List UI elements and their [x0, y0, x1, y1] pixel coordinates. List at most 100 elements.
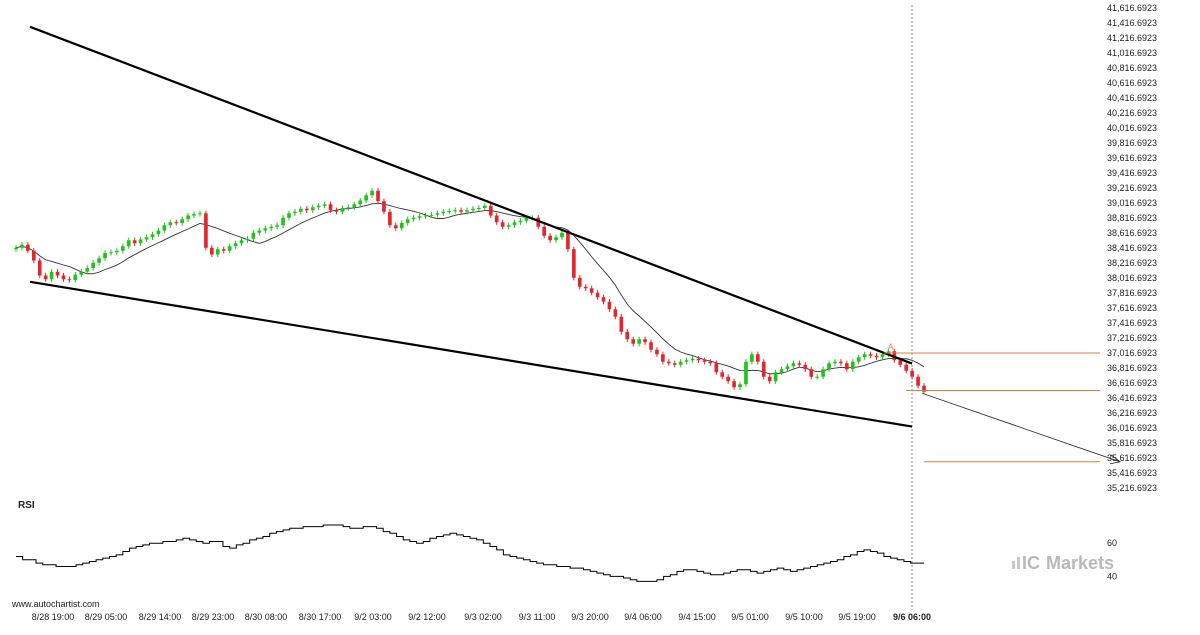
candle-body [340, 208, 345, 212]
candle-body [548, 235, 552, 241]
candle-body [150, 234, 155, 238]
candle-body [43, 275, 48, 280]
candle-body [631, 339, 636, 344]
brand-name: Markets [1046, 553, 1114, 573]
candle-body [316, 205, 321, 208]
candle-body [55, 271, 60, 276]
candle-body [791, 363, 796, 367]
candle-body [910, 370, 914, 377]
candle-body [322, 204, 327, 206]
candle-body [269, 226, 274, 229]
x-tick-label: 9/3 02:00 [464, 612, 502, 622]
x-tick-label: 9/6 06:00 [893, 612, 931, 622]
candle-body [388, 211, 392, 226]
pattern-point-label: A [888, 342, 894, 351]
x-tick-label: 9/5 19:00 [838, 612, 876, 622]
x-tick-label: 9/2 03:00 [354, 612, 392, 622]
candle-body [904, 364, 909, 371]
candle-body [827, 363, 831, 370]
candle-body [399, 223, 404, 229]
candle-body [85, 268, 90, 272]
candle-body [405, 219, 410, 224]
candle-body [744, 361, 748, 385]
candle-body [429, 214, 434, 216]
candle-body [352, 204, 357, 208]
y-tick-label: 36,816.6923 [1107, 363, 1157, 373]
forecast-arrowhead [1109, 454, 1122, 465]
candle-body [732, 381, 736, 388]
moving-average-line [15, 202, 925, 375]
y-tick-label: 40,016.6923 [1107, 123, 1157, 133]
candle-body [435, 213, 440, 215]
candle-body [120, 246, 125, 251]
candle-body [198, 213, 202, 215]
candle-body [643, 339, 647, 343]
candle-body [393, 225, 398, 229]
candle-body [655, 349, 659, 355]
y-tick-label: 37,016.6923 [1107, 348, 1157, 358]
candle-body [696, 358, 701, 361]
y-tick-label: 36,016.6923 [1107, 423, 1157, 433]
candle-body [922, 385, 926, 392]
x-tick-label: 9/5 01:00 [731, 612, 769, 622]
candle-body [227, 246, 232, 251]
candle-body [221, 249, 226, 251]
candle-body [299, 208, 303, 212]
x-axis: 8/28 19:00 8/29 05:00 8/29 14:00 8/29 23:00… [32, 612, 931, 622]
candle-body [613, 309, 618, 317]
x-tick-label: 8/30 08:00 [245, 612, 288, 622]
y-tick-label: 35,816.6923 [1107, 438, 1157, 448]
candle-body [79, 271, 84, 275]
candle-body [916, 376, 920, 386]
candle-layer [14, 188, 926, 395]
rsi-line [16, 524, 924, 582]
candle-body [91, 262, 95, 269]
candle-body [233, 243, 238, 247]
candle-body [251, 232, 256, 239]
y-axis: 41,616.6923 41,416.6923 41,216.6923 41,016.… [1107, 3, 1157, 493]
candle-body [168, 222, 173, 226]
y-tick-label: 36,416.6923 [1107, 393, 1157, 403]
candle-body [293, 211, 297, 214]
brand-logo: IC Markets [1012, 553, 1114, 573]
candle-body [773, 372, 778, 382]
candle-body [607, 301, 612, 310]
rsi-tick-label: 40 [1107, 571, 1117, 581]
y-tick-label: 41,216.6923 [1107, 33, 1157, 43]
candle-body [779, 369, 784, 373]
candle-body [542, 226, 547, 236]
candle-body [619, 316, 624, 332]
candle-body [708, 361, 713, 364]
y-tick-label: 38,816.6923 [1107, 213, 1157, 223]
candle-body [488, 205, 493, 216]
x-tick-label: 9/3 20:00 [571, 612, 609, 622]
x-tick-label: 8/28 19:00 [32, 612, 75, 622]
candle-body [97, 258, 101, 263]
brand-prefix: IC [1022, 553, 1040, 573]
candle-body [281, 217, 285, 226]
candle-body [304, 208, 309, 211]
y-tick-label: 37,416.6923 [1107, 318, 1157, 328]
candle-body [720, 372, 725, 377]
y-tick-label: 38,416.6923 [1107, 243, 1157, 253]
y-tick-label: 39,616.6923 [1107, 153, 1157, 163]
y-tick-label: 39,016.6923 [1107, 198, 1157, 208]
candle-body [376, 190, 380, 202]
candle-body [589, 288, 594, 293]
rsi-label: RSI [18, 500, 35, 511]
y-tick-label: 35,416.6923 [1107, 468, 1157, 478]
candle-body [423, 215, 428, 217]
candle-body [132, 240, 137, 244]
candle-body [536, 217, 541, 227]
x-tick-label: 8/29 23:00 [192, 612, 235, 622]
candle-body [797, 363, 802, 365]
candle-body [809, 369, 814, 377]
x-tick-label: 9/5 10:00 [785, 612, 823, 622]
y-tick-label: 35,216.6923 [1107, 483, 1157, 493]
candle-body [494, 215, 499, 223]
y-tick-label: 40,616.6923 [1107, 78, 1157, 88]
candle-body [180, 219, 184, 224]
y-tick-label: 38,216.6923 [1107, 258, 1157, 268]
